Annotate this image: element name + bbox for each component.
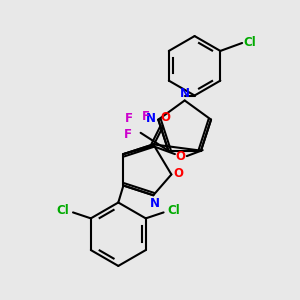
Text: O: O xyxy=(176,150,186,163)
Text: N: N xyxy=(180,87,190,100)
Text: F: F xyxy=(142,110,150,124)
Text: Cl: Cl xyxy=(244,35,256,49)
Text: Cl: Cl xyxy=(57,204,70,217)
Text: O: O xyxy=(173,167,183,180)
Text: F: F xyxy=(125,112,133,125)
Text: Cl: Cl xyxy=(167,204,180,217)
Text: N: N xyxy=(150,197,160,210)
Text: F: F xyxy=(124,128,132,141)
Text: O: O xyxy=(160,111,170,124)
Text: N: N xyxy=(146,112,156,125)
